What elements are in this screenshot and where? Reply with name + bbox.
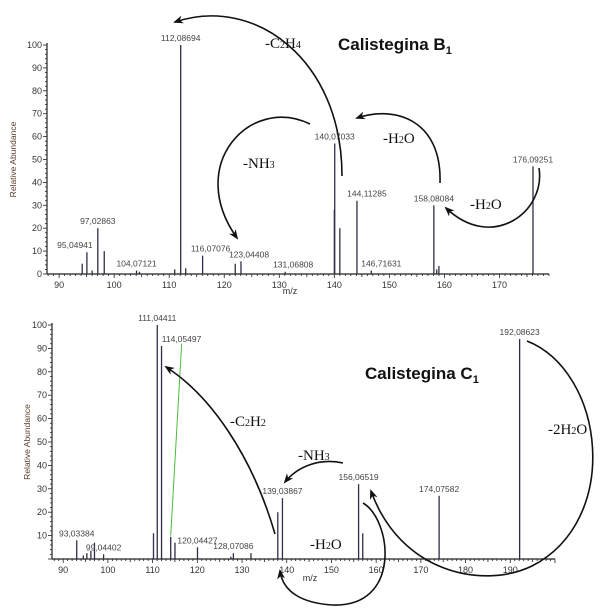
loss-annotation: -H2O bbox=[310, 537, 342, 553]
spectrum-c1: 90 100 110 120 130 140 150 160 170 180 190 10 20 30 40… bbox=[22, 313, 556, 583]
arrow-h2o-loss bbox=[277, 502, 386, 606]
y-tick-label: 80 bbox=[37, 367, 47, 377]
y-tick-label: 50 bbox=[37, 437, 47, 447]
y-tick-label: 20 bbox=[32, 223, 42, 233]
x-tick-label: 140 bbox=[279, 565, 294, 575]
arrow-h2o-loss-2 bbox=[444, 167, 541, 228]
x-tick-label: 130 bbox=[272, 280, 287, 290]
chart-title: Calistegina B1 bbox=[338, 35, 452, 57]
fragmentation-arrows-b1 bbox=[173, 15, 541, 240]
y-tick-label: 0 bbox=[37, 269, 42, 279]
y-tick-label: 40 bbox=[37, 460, 47, 470]
x-tick-label: 160 bbox=[437, 280, 452, 290]
loss-annotation: -NH3 bbox=[298, 448, 330, 464]
x-tick-label: 120 bbox=[217, 280, 232, 290]
peak-label: 112,08694 bbox=[161, 33, 201, 43]
y-tick-label: 10 bbox=[37, 531, 47, 541]
loss-annotation: -C2H2 bbox=[230, 414, 266, 430]
y-tick-label: 90 bbox=[32, 63, 42, 73]
x-tick-label: 100 bbox=[107, 280, 122, 290]
peak-label: 99,04402 bbox=[86, 542, 122, 552]
peak-label: 93,03384 bbox=[59, 528, 95, 538]
arrow-c2h4-loss bbox=[173, 15, 343, 177]
x-tick-label: 110 bbox=[145, 565, 159, 575]
y-tick-label: 10 bbox=[32, 246, 42, 256]
peak-label: 144,11285 bbox=[347, 189, 387, 199]
peak-label: 146,71631 bbox=[361, 259, 401, 269]
spectrum-b1: 90 100 110 120 130 140 150 160 170 0 10 20 30 40 50 60 7… bbox=[8, 33, 553, 296]
y-tick-label: 40 bbox=[32, 177, 42, 187]
peak-label: 192,08623 bbox=[500, 327, 540, 337]
y-tick-label: 80 bbox=[32, 86, 42, 96]
peak-label: 104,07121 bbox=[116, 259, 156, 269]
arrow-nh3-loss bbox=[283, 460, 344, 484]
peak-label: 158,08084 bbox=[414, 193, 454, 203]
x-tick-label: 170 bbox=[492, 280, 507, 290]
peak-label: 140,07033 bbox=[315, 131, 355, 141]
x-tick-label: 110 bbox=[162, 280, 176, 290]
peak-label: 111,04411 bbox=[138, 313, 177, 323]
x-tick-label: 100 bbox=[100, 565, 115, 575]
arrow-h2o-loss-1 bbox=[355, 111, 441, 184]
x-tick-label: 90 bbox=[54, 280, 64, 290]
x-tick-label: 160 bbox=[369, 565, 384, 575]
x-tick-label: 190 bbox=[503, 565, 518, 575]
peak-label: 128,07086 bbox=[213, 541, 253, 551]
y-axis-label: Relative Abundance bbox=[22, 404, 32, 480]
peak-label: 131,06808 bbox=[273, 260, 313, 270]
y-tick-label: 60 bbox=[37, 414, 47, 424]
x-tick-label: 180 bbox=[458, 565, 473, 575]
x-tick-label: 90 bbox=[58, 565, 68, 575]
chart-title: Calistegina C1 bbox=[365, 364, 479, 386]
x-tick-label: 120 bbox=[190, 565, 205, 575]
x-axis-label: m/z bbox=[283, 286, 298, 296]
arrow-nh3-loss bbox=[217, 116, 311, 240]
y-tick-label: 70 bbox=[37, 390, 47, 400]
peak-label: 120,04427 bbox=[177, 535, 217, 545]
x-tick-label: 170 bbox=[413, 565, 428, 575]
loss-annotation: -2H2O bbox=[548, 422, 587, 438]
peak-label: 176,09251 bbox=[513, 154, 553, 164]
peak-label: 156,06519 bbox=[338, 472, 378, 482]
label-leader-line bbox=[170, 343, 183, 536]
peak-label: 95,04941 bbox=[57, 240, 93, 250]
peak-label: 116,07076 bbox=[191, 244, 231, 254]
arrow-c2h2-loss bbox=[164, 365, 276, 535]
titles: Calistegina B1 Calistegina C1 bbox=[338, 35, 479, 386]
x-axis-label: m/z bbox=[303, 573, 318, 583]
arrow-2h2o-loss bbox=[369, 340, 594, 577]
x-tick-label: 140 bbox=[327, 280, 342, 290]
loss-annotation: -C2H4 bbox=[265, 36, 301, 52]
y-tick-label: 100 bbox=[27, 40, 42, 50]
y-tick-label: 100 bbox=[32, 320, 47, 330]
peak-label: 174,07582 bbox=[419, 484, 459, 494]
peak-label: 97,02863 bbox=[80, 216, 116, 226]
loss-annotation: -H2O bbox=[383, 131, 415, 147]
y-tick-label: 60 bbox=[32, 132, 42, 142]
x-tick-label: 150 bbox=[382, 280, 397, 290]
y-tick-label: 90 bbox=[37, 343, 47, 353]
x-tick-label: 130 bbox=[235, 565, 250, 575]
fragmentation-arrows-c1 bbox=[164, 340, 594, 606]
y-axis-label: Relative Abundance bbox=[8, 121, 18, 197]
peak-label: 123,04408 bbox=[229, 249, 269, 259]
y-tick-label: 20 bbox=[37, 507, 47, 517]
y-tick-label: 30 bbox=[32, 200, 42, 210]
peak-label: 139,03867 bbox=[262, 486, 302, 496]
loss-annotation: -H2O bbox=[470, 197, 502, 213]
loss-annotation: -NH3 bbox=[243, 156, 275, 172]
y-tick-label: 30 bbox=[37, 484, 47, 494]
x-tick-label: 150 bbox=[324, 565, 339, 575]
y-tick-label: 50 bbox=[32, 155, 42, 165]
y-tick-label: 70 bbox=[32, 109, 42, 119]
peak-label: 114,05497 bbox=[162, 334, 202, 344]
annotations: -C2H4 -NH3 -H2O -H2O -C2H2 -NH3 -H2O -2H2O bbox=[230, 36, 587, 553]
